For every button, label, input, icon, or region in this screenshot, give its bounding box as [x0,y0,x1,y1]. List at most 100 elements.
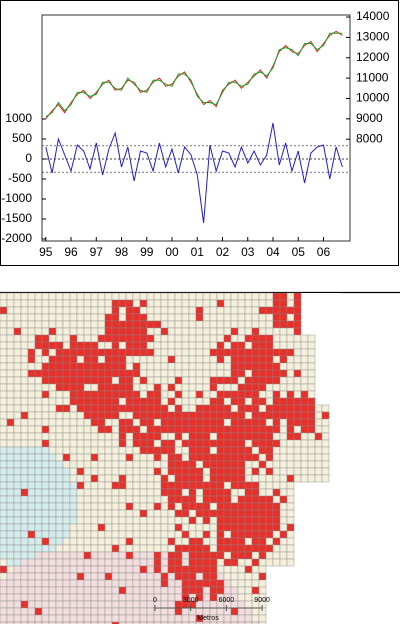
map-cell [90,537,99,546]
map-cell-red [90,453,99,462]
map-cell [34,572,43,581]
map-cell [300,362,309,371]
map-cell-red [258,383,267,392]
map-cell [153,621,162,624]
map-cell [167,600,176,609]
map-cell [0,530,8,539]
map-cell-red [251,509,260,518]
map-cell [20,341,29,350]
map-cell [244,600,253,609]
map-cell [209,334,218,343]
map-cell [83,460,92,469]
map-cell [48,474,57,483]
map-cell-red [209,425,218,434]
map-cell [153,530,162,539]
map-cell [293,348,302,357]
map-cell-red [209,551,218,560]
map-cell [216,621,225,624]
map-cell [13,306,22,315]
map-cell [188,397,197,406]
map-cell [90,572,99,581]
map-cell [62,509,71,518]
map-cell [307,362,316,371]
map-cell [83,474,92,483]
map-cell [209,530,218,539]
map-cell-red [83,397,92,406]
map-cell-red [216,460,225,469]
map-cell [34,376,43,385]
map-cell-red [251,453,260,462]
map-cell [34,509,43,518]
map-cell [111,418,120,427]
map-cell [104,418,113,427]
map-cell [97,467,106,476]
map-cell [97,453,106,462]
map-cell [216,383,225,392]
map-cell-red [132,348,141,357]
map-cell [27,593,36,602]
map-cell [139,383,148,392]
map-cell [202,348,211,357]
map-cell-red [153,390,162,399]
map-cell-red [251,404,260,413]
map-cell [167,299,176,308]
map-cell [34,467,43,476]
map-cell [34,320,43,329]
map-cell-red [139,320,148,329]
map-cell-red [286,432,295,441]
map-cell [188,341,197,350]
map-cell [104,558,113,567]
map-cell-red [41,348,50,357]
map-cell [181,376,190,385]
map-cell [41,565,50,574]
map-cell-red [202,460,211,469]
map-cell [286,488,295,497]
map-cell [69,586,78,595]
map-cell [13,565,22,574]
map-cell [55,467,64,476]
map-cell [160,376,169,385]
y-tick-label: 1000 [5,111,32,125]
x-tick-label: 95 [39,245,53,259]
map-cell [90,558,99,567]
map-cell [293,474,302,483]
map-cell [209,341,218,350]
map-cell [132,481,141,490]
map-cell-red [216,495,225,504]
map-cell-red [97,397,106,406]
map-cell-red [146,334,155,343]
map-cell [146,376,155,385]
map-cell [286,439,295,448]
map-cell [146,502,155,511]
map-cell-red [153,397,162,406]
map-cell [34,313,43,322]
map-cell-red [244,362,253,371]
map-cell [41,600,50,609]
map-cell-red [279,313,288,322]
map-cell-red [48,369,57,378]
map-cell-red [181,502,190,511]
map-cell [118,558,127,567]
map-cell-red [195,544,204,553]
map-cell [118,579,127,588]
map-cell [55,516,64,525]
map-cell [83,467,92,476]
map-cell-red [139,418,148,427]
map-cell [195,495,204,504]
map-cell [62,390,71,399]
map-cell [209,327,218,336]
map-cell [160,523,169,532]
map-cell [6,369,15,378]
map-cell-red [237,537,246,546]
map-cell-red [160,439,169,448]
map-cell [181,292,190,301]
map-cell-red [69,341,78,350]
map-cell-red [237,341,246,350]
map-cell-red [153,565,162,574]
map-cell [279,558,288,567]
map-cell [41,313,50,322]
map-cell [0,502,8,511]
map-cell-red [230,509,239,518]
map-cell [265,313,274,322]
map-cell-red [251,544,260,553]
